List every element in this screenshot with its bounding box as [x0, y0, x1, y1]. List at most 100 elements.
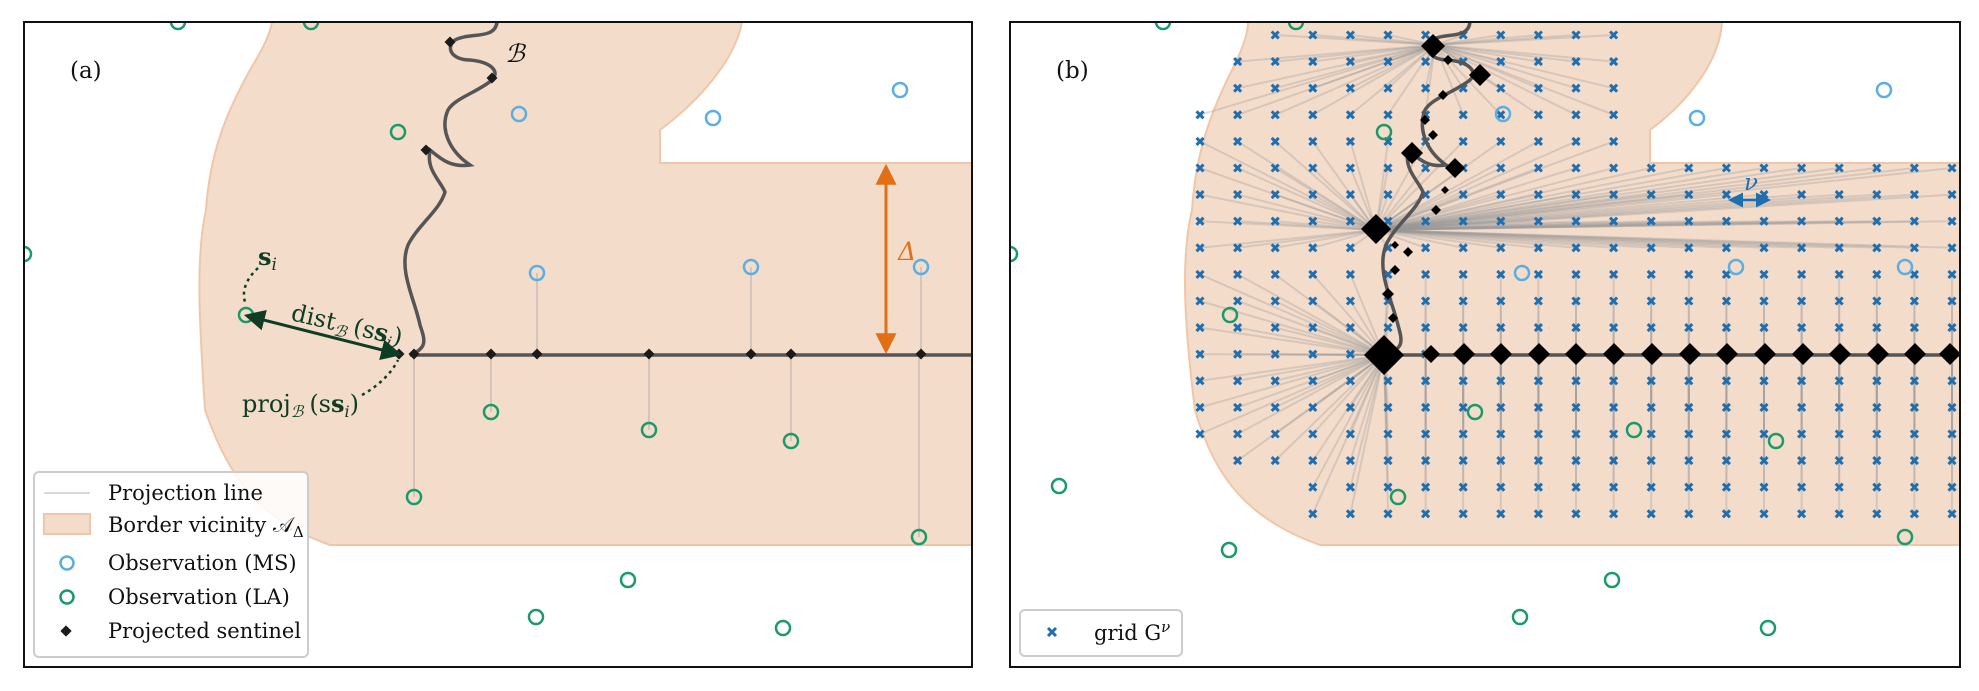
grid-point [1797, 163, 1807, 173]
grid-point [1646, 216, 1656, 226]
weighted-sentinel [1422, 345, 1440, 363]
grid-projection-line [1434, 44, 1502, 63]
grid-projection-line [1237, 229, 1377, 249]
grid-point [1421, 402, 1431, 412]
weighted-sentinel [1441, 186, 1449, 194]
observation-ms [1875, 81, 1893, 99]
grid-projection-line [1375, 220, 1953, 231]
grid-projection-line [1375, 167, 1652, 231]
grid-point [1872, 509, 1882, 519]
border-label: ℬ [505, 39, 527, 68]
grid-point [1721, 296, 1731, 306]
grid-point [1609, 216, 1619, 226]
grid-point [1759, 509, 1769, 519]
weighted-sentinel [1382, 288, 1394, 300]
grid-projection-line [1375, 167, 1840, 231]
si-pointer [242, 267, 259, 303]
grid-point [1609, 402, 1619, 412]
grid-point [1571, 509, 1581, 519]
grid-point [1496, 456, 1506, 466]
grid-point [1270, 349, 1280, 359]
grid-projection-line [1274, 44, 1436, 116]
grid-point [1308, 376, 1318, 386]
grid-projection-line [1375, 220, 1915, 231]
weighted-sentinel [1403, 247, 1413, 257]
grid-point [1684, 323, 1694, 333]
grid-point [1308, 136, 1318, 146]
grid-point [1721, 429, 1731, 439]
grid-point [1759, 216, 1769, 226]
observation-la [1896, 528, 1914, 546]
grid-projection-line [1375, 229, 1689, 249]
grid-projection-line [1237, 354, 1385, 382]
projected-sentinel [531, 348, 543, 360]
grid-point [1571, 243, 1581, 253]
weighted-sentinel [1438, 90, 1448, 100]
observation-la [389, 123, 407, 141]
projected-sentinel [745, 348, 757, 360]
grid-projection-line [1312, 193, 1377, 231]
grid-point [1721, 163, 1731, 173]
projected-sentinel [485, 348, 497, 360]
grid-point [1797, 376, 1807, 386]
grid-projection-line [1375, 229, 1501, 249]
grid-point [1684, 429, 1694, 439]
grid-projection-line [1349, 354, 1385, 488]
grid-projection-line [1349, 44, 1436, 90]
observation-ms [1688, 109, 1706, 127]
observation-la [1603, 571, 1621, 589]
grid-point [1721, 376, 1731, 386]
grid-point [1458, 190, 1468, 200]
observation-la [1154, 22, 1172, 31]
grid-point [1233, 349, 1243, 359]
grid-point [1308, 509, 1318, 519]
grid-projection-line [1375, 140, 1539, 231]
grid-point [1421, 163, 1431, 173]
grid-point [1345, 482, 1355, 492]
grid-point [1571, 30, 1581, 40]
grid-point [1533, 243, 1543, 253]
grid-point [1345, 163, 1355, 173]
grid-point [1947, 482, 1957, 492]
grid-point [1834, 509, 1844, 519]
grid-point [1872, 243, 1882, 253]
grid-point [1947, 243, 1957, 253]
grid-point [1909, 509, 1919, 519]
grid-point [1195, 110, 1205, 120]
grid-projection-line [1387, 44, 1436, 116]
grid-point [1721, 402, 1731, 412]
weighted-sentinel [1490, 343, 1512, 365]
grid-point [1421, 456, 1431, 466]
grid-point [1270, 456, 1280, 466]
projected-sentinel [915, 348, 927, 360]
grid-point [1496, 482, 1506, 492]
observations [24, 22, 930, 637]
grid-projection-line [1237, 220, 1377, 231]
grid-point [1421, 482, 1431, 492]
grid-point [1383, 190, 1393, 200]
grid-projection-line [1375, 193, 1539, 231]
panel-a-label: (a) [70, 58, 102, 84]
observation-la [640, 421, 658, 439]
grid-point [1496, 190, 1506, 200]
grid-point [1759, 296, 1769, 306]
grid-projection-line [1375, 229, 1765, 249]
grid-point [1909, 296, 1919, 306]
grid-point [1345, 136, 1355, 146]
grid-point [1834, 429, 1844, 439]
grid-projection-line [1237, 354, 1385, 435]
grid-point [1684, 243, 1694, 253]
grid-point [1345, 456, 1355, 466]
grid-point [1458, 429, 1468, 439]
weighted-sentinel [1390, 265, 1400, 275]
grid-point [1684, 296, 1694, 306]
observation-la [1767, 432, 1785, 450]
grid-point [1496, 57, 1506, 67]
grid-point [1834, 402, 1844, 412]
grid-point [1383, 482, 1393, 492]
grid-point [1233, 323, 1243, 333]
grid-point [1421, 296, 1431, 306]
grid-points [1195, 30, 1957, 519]
legend-obs-ms-label: Observation (MS) [108, 551, 297, 575]
observation-la [482, 403, 500, 421]
